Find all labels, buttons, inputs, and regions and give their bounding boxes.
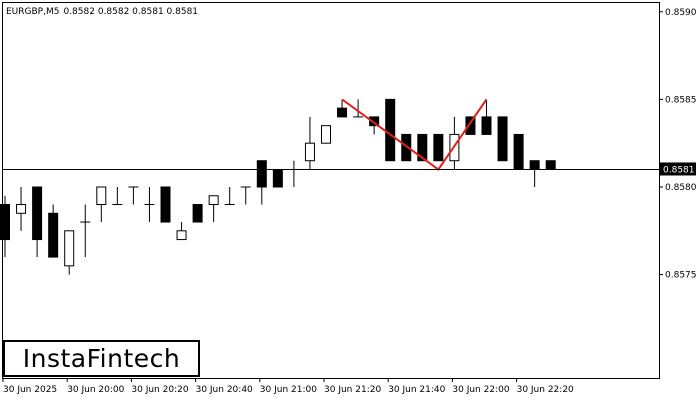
candle-body-bear [272,168,283,188]
candle [224,186,235,206]
x-tick-label: 30 Jun 21:00 [260,385,317,395]
candle [545,160,556,170]
candle-body-bear [417,133,428,162]
chart-ohlc: 0.8582 0.8582 0.8581 0.8581 [63,7,198,17]
candle-body-bull [208,195,219,206]
x-tick-label: 30 Jun 20:40 [196,385,253,395]
candle-body-bear [0,204,10,241]
candle [385,98,396,162]
candle [256,160,267,205]
candle-body-bull [96,186,107,206]
candle [32,186,43,258]
candle [481,99,492,135]
x-tick-label: 30 Jun 22:00 [452,385,509,395]
candle-body-bear [369,116,380,127]
current-price-label: 0.8581 [663,165,695,175]
candle-body-bear [160,186,171,223]
candle-body-bear [513,133,524,170]
candle [321,125,331,144]
x-tick-label: 30 Jun 2025 [3,385,57,395]
candle [128,186,139,205]
candle [401,133,412,162]
candle [0,195,10,258]
candle [80,204,91,258]
candle [337,99,348,118]
candle-body-bull [64,230,75,267]
candle-body-bull [304,142,315,162]
y-tick-label: 0.8590 [665,8,697,18]
candle-body-bear [48,212,59,258]
x-tick-label: 30 Jun 22:20 [517,385,574,395]
logo-text: InstaFintech [22,344,181,373]
x-tick-label: 30 Jun 20:00 [67,385,124,395]
chart-symbol: EURGBP,M5 [6,7,59,17]
candle-body-bear [337,107,348,118]
candle-body-bear [385,98,396,162]
candle [465,116,476,135]
candle [112,186,123,206]
plot-frame [2,2,660,379]
candle [48,204,59,258]
candle-body-bear [256,160,267,188]
candle-body-bear [545,160,556,170]
candle [144,186,155,223]
candle [353,99,364,118]
candle-body-bull [321,125,331,144]
x-tick-label: 30 Jun 21:40 [388,385,445,395]
candle [497,116,508,162]
candle-body-bear [192,204,203,223]
candle-body-bear [465,116,476,135]
candle [160,186,171,223]
chart-header: EURGBP,M5 0.8582 0.8582 0.8581 0.8581 [6,7,198,17]
candle [240,186,251,205]
candle [417,133,428,162]
candle-body-bear [497,116,508,162]
candle-body-bear [401,133,412,162]
logo-box: InstaFintech [3,340,200,377]
candle [192,204,203,223]
candle [16,186,27,231]
candle [433,133,444,162]
candle [64,230,75,275]
candle-body-bull [176,230,187,241]
candle [208,195,219,223]
y-tick-label: 0.8580 [665,183,697,193]
x-tick-label: 30 Jun 20:20 [131,385,188,395]
x-tick-label: 30 Jun 21:20 [324,385,381,395]
y-tick-label: 0.8585 [665,95,697,105]
candle [513,133,524,170]
candle-body-bear [433,133,444,162]
candle [176,222,187,241]
candle-body-bear [32,186,43,241]
candle [369,116,380,135]
candle-body-bear [481,116,492,135]
candle [272,168,283,188]
candle [96,186,107,223]
candle [304,116,315,170]
candle-body-bear [529,160,540,170]
current-price-tag [660,162,696,176]
candle-body-bull [16,204,27,214]
y-tick-label: 0.8575 [665,271,697,281]
